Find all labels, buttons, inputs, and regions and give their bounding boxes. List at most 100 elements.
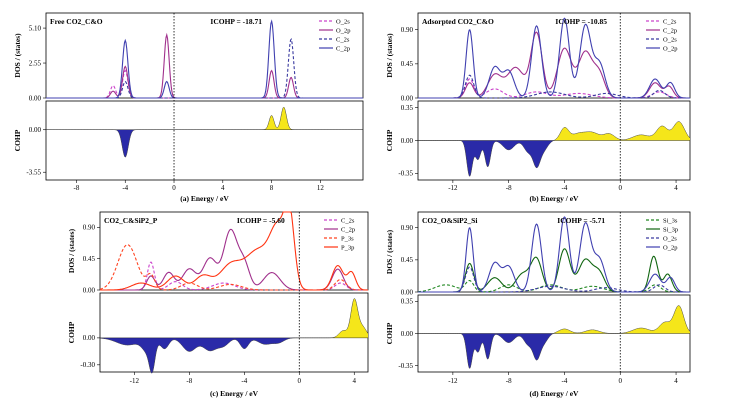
panel-title: CO2_C&SiP2_P: [104, 216, 158, 225]
cohp-line: [418, 121, 691, 177]
x-tick-label: -12: [130, 377, 140, 385]
dos-series-si-3s: [417, 279, 690, 293]
x-tick-label: 4: [674, 377, 678, 385]
dos-series-o-2p: [46, 32, 363, 99]
chart-panel-2: -12 -8 -4 0 4 0.90 0.45 0.00 0.35 0.00 -0.35 DOS / …: [385, 12, 691, 203]
legend-label: C_2s: [663, 18, 677, 25]
icohp-value: ICOHP = -10.85: [555, 17, 607, 26]
panel-caption: (c) Energy / eV: [210, 389, 259, 398]
chart-panel-1: -8 -4 0 4 8 12 5.10 2.55 0.00 0.00 -3.55 DOS / (sta…: [13, 12, 364, 203]
dos-y-tick-label: 0.00: [401, 288, 414, 296]
legend-label: O_2p: [663, 244, 677, 251]
chart-panel-4: -12 -8 -4 0 4 0.90 0.45 0.00 0.35 0.00 -0.35 DOS / …: [385, 211, 691, 398]
legend-label: O_2p: [663, 45, 677, 52]
dos-y-axis-label: DOS / (states): [385, 229, 394, 274]
legend-label: Si_3s: [663, 217, 678, 224]
x-tick-label: 0: [172, 184, 176, 192]
cohp-antibonding-area: [418, 140, 690, 177]
cohp-plot-frame: [99, 292, 369, 373]
dos-y-axis-label: DOS / (states): [67, 228, 76, 273]
legend-label: O_2s: [336, 18, 350, 25]
panel-title: Adsorpted CO2_C&O: [422, 17, 494, 26]
legend: C_2s C_2p O_2s O_2p: [646, 18, 677, 52]
x-tick-label: -8: [186, 377, 192, 385]
cohp-line: [46, 106, 363, 158]
dos-y-tick-label: 0.45: [83, 255, 96, 263]
legend-label: P_3s: [341, 235, 354, 242]
x-tick-label: 12: [317, 184, 325, 192]
x-tick-label: -8: [506, 377, 512, 385]
dos-y-axis-label: DOS / (states): [385, 33, 394, 78]
dos-y-tick-label: 0.90: [83, 224, 96, 232]
cohp-line: [99, 298, 369, 374]
dos-y-tick-label: 2.55: [29, 59, 42, 67]
dos-series-p-3p: [100, 211, 368, 291]
dos-plot-frame: [417, 12, 691, 99]
dos-plot-frame: [417, 211, 691, 293]
dos-series-o-2s: [418, 74, 690, 99]
legend-label: O_2s: [663, 235, 677, 242]
dos-y-tick-label: 0.90: [401, 224, 414, 232]
cohp-bonding-area: [100, 298, 368, 338]
x-tick-label: -4: [122, 184, 128, 192]
dos-y-tick-label: 0.00: [401, 94, 414, 102]
legend: C_2s C_2p P_3s P_3p: [324, 217, 355, 251]
x-tick-label: -12: [448, 377, 458, 385]
x-tick-label: 4: [353, 377, 357, 385]
cohp-y-tick-label: 0.00: [83, 334, 96, 342]
cohp-y-tick-label: 0.00: [401, 330, 414, 338]
x-tick-label: -4: [562, 184, 568, 192]
legend-label: C_2s: [336, 36, 350, 43]
x-tick-label: -4: [562, 377, 568, 385]
dos-series-p-3s: [99, 244, 368, 291]
cohp-bonding-area: [46, 106, 363, 130]
cohp-y-tick-label: 0.35: [401, 298, 414, 306]
panel-title: Free CO2_C&O: [50, 17, 103, 26]
cohp-antibonding-area: [100, 337, 368, 374]
cohp-antibonding-area: [46, 129, 363, 158]
panel-title: CO2_O&SiP2_Si: [422, 216, 477, 225]
legend-label: O_2s: [663, 36, 677, 43]
cohp-y-axis-label: COHP: [385, 322, 394, 344]
x-tick-label: -4: [241, 377, 247, 385]
icohp-value: ICOHP = -18.71: [210, 17, 262, 26]
panel-caption: (d) Energy / eV: [530, 389, 580, 398]
legend: O_2s O_2p C_2s C_2p: [319, 18, 350, 52]
cohp-line: [418, 305, 691, 369]
legend-label: P_3p: [341, 244, 354, 251]
cohp-y-tick-label: -0.35: [398, 170, 413, 178]
dos-series-c-2p: [100, 228, 368, 291]
cohp-y-tick-label: -0.35: [398, 362, 413, 370]
dos-y-tick-label: 0.45: [401, 256, 414, 264]
dos-y-tick-label: 0.90: [401, 26, 414, 34]
panel-caption: (a) Energy / eV: [180, 194, 229, 203]
x-tick-label: -12: [448, 184, 458, 192]
dos-series-o-2p: [418, 17, 690, 99]
cohp-plot-frame: [45, 100, 364, 181]
x-tick-label: -8: [506, 184, 512, 192]
cohp-y-axis-label: COHP: [13, 129, 22, 151]
x-tick-label: -8: [74, 184, 80, 192]
icohp-value: ICOHP = -5.60: [237, 216, 285, 225]
dos-series-c-2s: [46, 38, 363, 99]
icohp-value: ICOHP = -5.71: [557, 216, 605, 225]
legend-label: C_2p: [341, 226, 355, 233]
x-tick-label: 4: [221, 184, 225, 192]
cohp-y-tick-label: 0.35: [401, 104, 414, 112]
panel-caption: (b) Energy / eV: [530, 194, 580, 203]
chart-panel-3: -12 -8 -4 0 4 0.90 0.45 0.00 0.00 -0.30 DOS / (sta…: [67, 211, 369, 398]
cohp-y-tick-label: -3.55: [26, 169, 41, 177]
cohp-y-axis-label: COHP: [385, 129, 394, 151]
dos-y-tick-label: 0.00: [83, 286, 96, 294]
cohp-y-tick-label: 0.00: [401, 137, 414, 145]
dos-y-axis-label: DOS / (states): [13, 33, 22, 78]
dos-y-tick-label: 0.00: [29, 94, 42, 102]
x-tick-label: 0: [619, 377, 623, 385]
dos-series-o-2s: [46, 69, 363, 99]
dos-y-tick-label: 0.45: [401, 60, 414, 68]
x-tick-label: 0: [619, 184, 623, 192]
dos-series-o-2s: [418, 266, 690, 293]
dos-series-c-2p: [46, 19, 363, 99]
legend: Si_3s Si_3p O_2s O_2p: [646, 217, 678, 251]
legend-label: C_2p: [336, 45, 350, 52]
